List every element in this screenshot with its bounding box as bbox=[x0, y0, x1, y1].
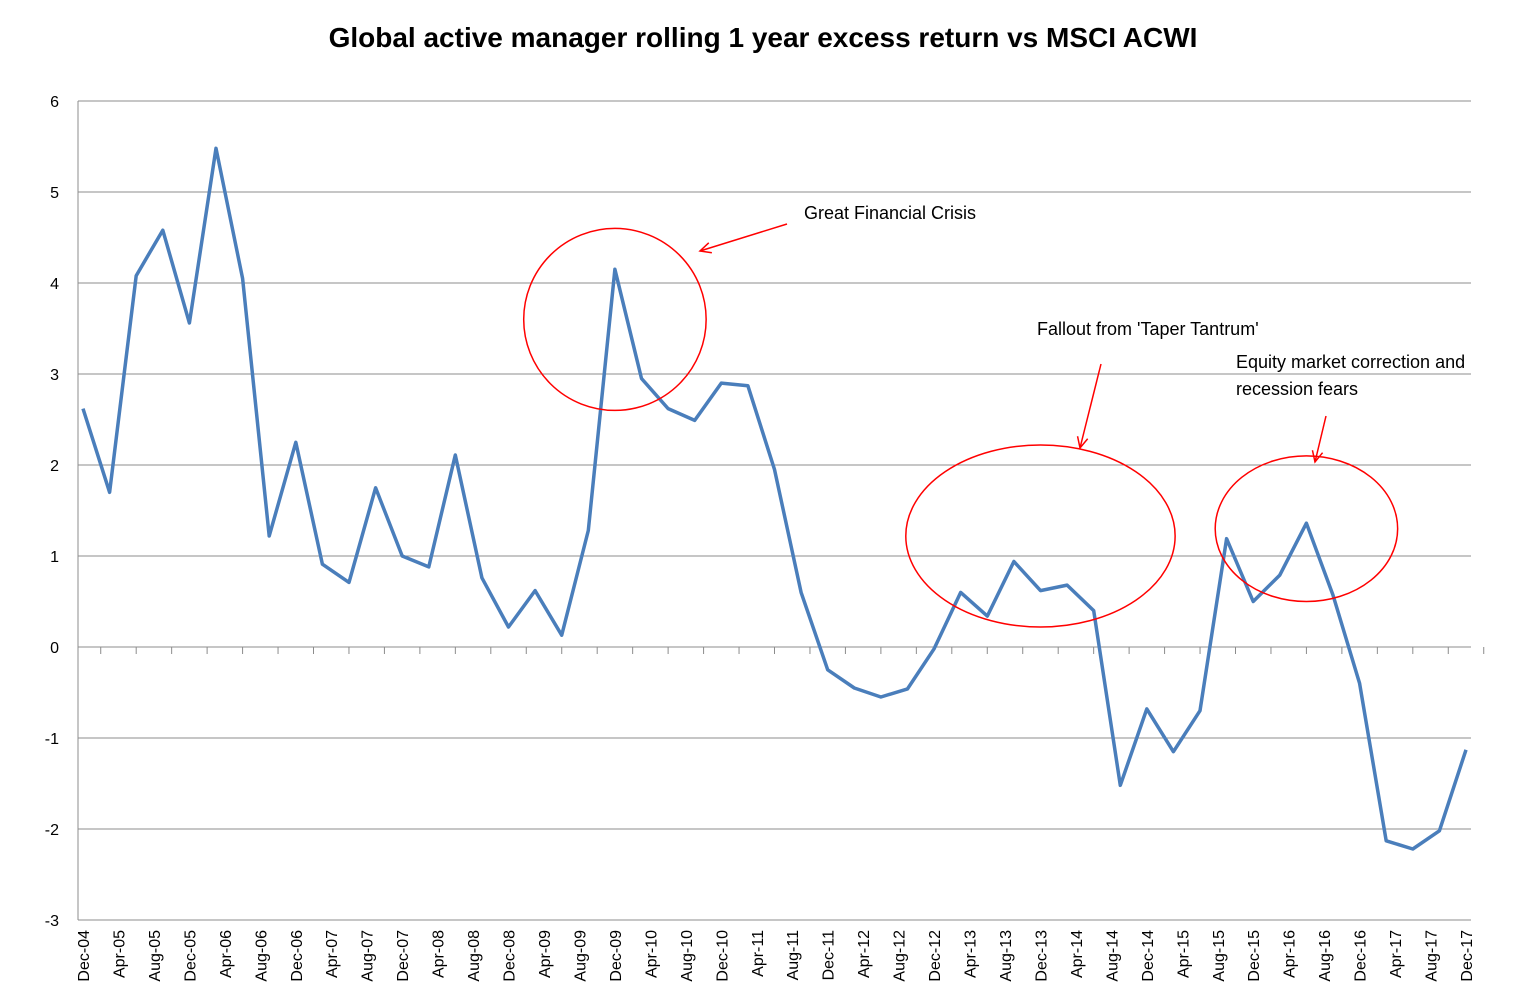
y-tick-label: 3 bbox=[50, 367, 59, 384]
x-tick-label: Aug-17 bbox=[1424, 930, 1441, 982]
x-tick-label: Aug-16 bbox=[1317, 930, 1334, 982]
x-tick-label: Aug-06 bbox=[253, 930, 270, 982]
y-tick-label: 5 bbox=[50, 185, 59, 202]
x-tick-label: Apr-07 bbox=[324, 930, 341, 978]
x-tick-label: Apr-12 bbox=[856, 930, 873, 978]
x-tick-label: Aug-09 bbox=[572, 930, 589, 982]
x-tick-label: Dec-08 bbox=[502, 930, 519, 982]
annotation-arrowhead bbox=[1076, 436, 1089, 450]
x-tick-label: Aug-05 bbox=[147, 930, 164, 982]
x-tick-label: Aug-10 bbox=[679, 930, 696, 982]
axes bbox=[77, 101, 1485, 920]
x-tick-label: Dec-15 bbox=[1246, 930, 1263, 982]
series-line bbox=[81, 146, 1468, 851]
y-tick-label: 4 bbox=[50, 276, 59, 293]
annotation-arrowhead bbox=[1311, 450, 1324, 464]
x-tick-label: Apr-06 bbox=[218, 930, 235, 978]
x-tick-label: Apr-10 bbox=[643, 930, 660, 978]
x-tick-label: Aug-14 bbox=[1104, 930, 1121, 982]
annotation-arrowhead bbox=[698, 242, 712, 254]
x-tick-label: Apr-15 bbox=[1175, 930, 1192, 978]
x-tick-label: Aug-11 bbox=[785, 930, 802, 981]
x-tick-label: Aug-13 bbox=[998, 930, 1015, 982]
x-tick-label: Dec-11 bbox=[821, 930, 838, 980]
x-tick-label: Dec-05 bbox=[182, 930, 199, 982]
x-tick-label: Apr-13 bbox=[963, 930, 980, 978]
y-tick-label: 6 bbox=[50, 94, 59, 111]
annotation-circle bbox=[905, 444, 1176, 628]
y-tick-label: 2 bbox=[50, 458, 59, 475]
x-tick-label: Aug-08 bbox=[466, 930, 483, 982]
x-tick-label: Dec-16 bbox=[1353, 930, 1370, 982]
y-tick-label: -1 bbox=[45, 731, 59, 748]
x-tick-label: Apr-05 bbox=[111, 930, 128, 978]
annotation-arrow bbox=[1314, 415, 1327, 463]
x-tick-label: Apr-16 bbox=[1282, 930, 1299, 978]
annotation-circle bbox=[522, 227, 707, 412]
x-tick-label: Dec-06 bbox=[289, 930, 306, 982]
annotations: Great Financial Crisis Fallout from 'Tape… bbox=[522, 203, 1465, 628]
x-tick-label: Apr-17 bbox=[1388, 930, 1405, 978]
x-tick-label: Apr-08 bbox=[431, 930, 448, 978]
y-tick-labels: -3 -2 -1 0 1 2 3 4 5 6 bbox=[45, 94, 59, 930]
x-tick-label: Dec-12 bbox=[927, 930, 944, 982]
x-tick-label: Aug-15 bbox=[1211, 930, 1228, 982]
x-tick-label: Dec-07 bbox=[395, 930, 412, 982]
annotation-label: recession fears bbox=[1236, 379, 1358, 399]
x-tick-label: Dec-04 bbox=[76, 930, 93, 982]
annotation-circle bbox=[1214, 455, 1399, 603]
y-tick-label: 0 bbox=[50, 640, 59, 657]
gridlines bbox=[78, 100, 1471, 921]
annotation-label: Fallout from 'Taper Tantrum' bbox=[1037, 319, 1259, 339]
x-tick-label: Dec-10 bbox=[714, 930, 731, 982]
annotation-label: Great Financial Crisis bbox=[804, 203, 976, 223]
x-tick-label: Apr-14 bbox=[1069, 930, 1086, 978]
x-tick-labels: Dec-04 Apr-05 Aug-05 Dec-05 Apr-06 Aug-06 Dec-… bbox=[76, 930, 1476, 982]
x-tick-label: Dec-17 bbox=[1459, 930, 1476, 982]
y-tick-label: 1 bbox=[50, 549, 59, 566]
x-tick-label: Aug-07 bbox=[360, 930, 377, 982]
x-tick-label: Aug-12 bbox=[892, 930, 909, 982]
chart-title: Global active manager rolling 1 year exc… bbox=[329, 22, 1198, 53]
annotation-arrow bbox=[699, 223, 788, 252]
y-tick-label: -2 bbox=[45, 822, 59, 839]
x-tick-label: Dec-14 bbox=[1140, 930, 1157, 982]
y-tick-label: -3 bbox=[45, 913, 59, 930]
annotation-label: Equity market correction and bbox=[1236, 352, 1465, 372]
x-tick-label: Apr-09 bbox=[537, 930, 554, 978]
annotation-arrow bbox=[1079, 363, 1102, 449]
x-tick-label: Dec-09 bbox=[608, 930, 625, 982]
x-tick-label: Dec-13 bbox=[1033, 930, 1050, 982]
x-tick-label: Apr-11 bbox=[750, 930, 767, 977]
